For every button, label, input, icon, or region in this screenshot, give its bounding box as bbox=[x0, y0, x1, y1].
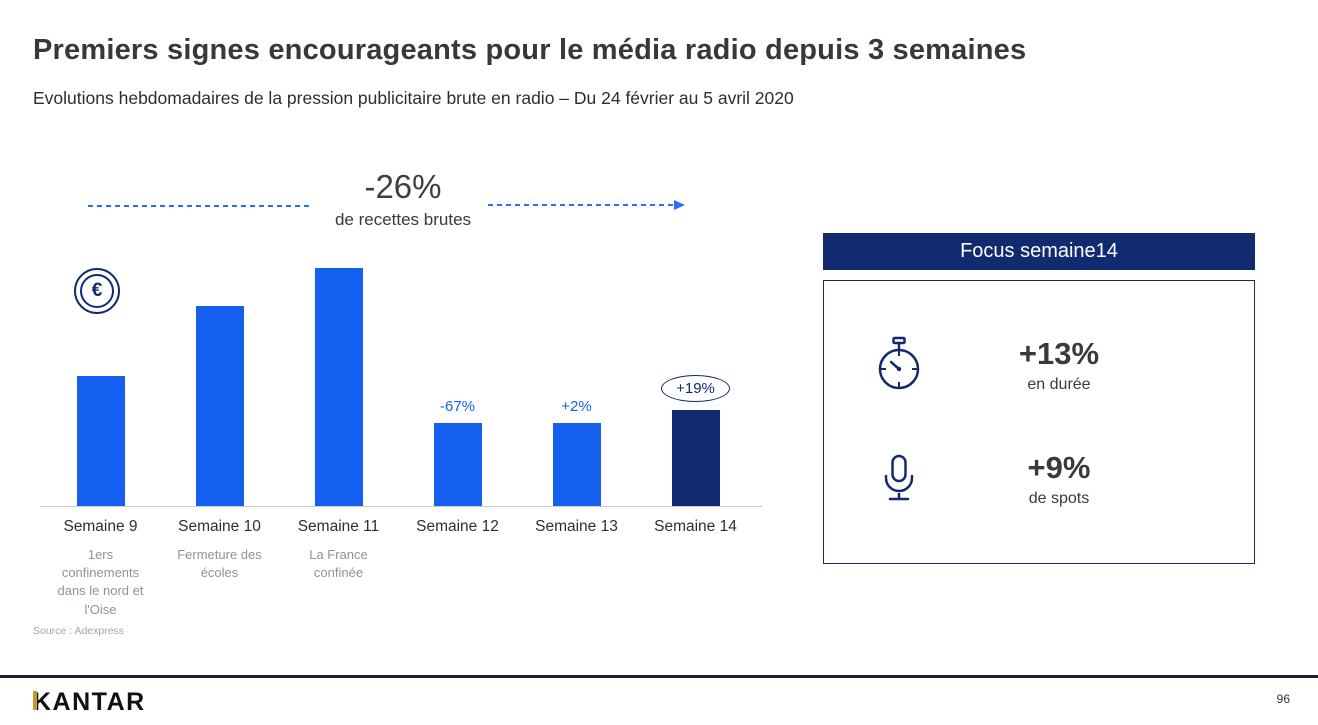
x-axis-labels: Semaine 9 1ers confinements dans le nord… bbox=[41, 507, 755, 619]
axis-label-group: Semaine 10 Fermeture des écoles bbox=[160, 507, 279, 619]
bar-column-semaine-12: -67% bbox=[398, 158, 517, 506]
page-number: 96 bbox=[1276, 692, 1290, 706]
axis-label-group: Semaine 11 La France confinée bbox=[279, 507, 398, 619]
category-label: Semaine 14 bbox=[654, 518, 737, 535]
bar-semaine-12 bbox=[433, 423, 482, 506]
bar-semaine-14 bbox=[671, 410, 720, 506]
category-label: Semaine 13 bbox=[535, 518, 618, 535]
bar-column-semaine-13: +2% bbox=[517, 158, 636, 506]
category-annotation: Fermeture des écoles bbox=[177, 547, 262, 581]
kantar-logo-text: KANTAR bbox=[33, 688, 146, 716]
focus-text-duration: +13% en durée bbox=[974, 336, 1254, 394]
chart-headline: -26% bbox=[364, 168, 442, 205]
bar-value-label-oval: +19% bbox=[661, 375, 730, 402]
category-label: Semaine 12 bbox=[416, 518, 499, 535]
category-label: Semaine 11 bbox=[297, 518, 380, 535]
axis-label-group: Semaine 12 bbox=[398, 507, 517, 619]
bar-column-semaine-9 bbox=[41, 158, 160, 506]
focus-label: en durée bbox=[1027, 376, 1091, 394]
bar-value-label: -67% bbox=[439, 398, 476, 415]
focus-item-duration: +13% en durée bbox=[824, 336, 1254, 394]
kantar-logo-gold-accent bbox=[33, 691, 37, 710]
source-note: Source : Adexpress bbox=[33, 625, 125, 637]
category-label: Semaine 10 bbox=[178, 518, 261, 535]
axis-label-group: Semaine 13 bbox=[517, 507, 636, 619]
page-subtitle: Evolutions hebdomadaires de la pression … bbox=[33, 88, 794, 108]
bar-semaine-10 bbox=[195, 306, 244, 506]
stopwatch-icon bbox=[824, 336, 974, 394]
page-title: Premiers signes encourageants pour le mé… bbox=[33, 34, 1027, 66]
axis-label-group: Semaine 9 1ers confinements dans le nord… bbox=[41, 507, 160, 619]
category-label: Semaine 9 bbox=[63, 518, 138, 535]
bar-value-label: +2% bbox=[561, 398, 592, 415]
axis-label-group: Semaine 14 bbox=[636, 507, 755, 619]
bar-chart: -26% de recettes brutes € -67% bbox=[33, 158, 778, 628]
chart-headline-subtitle: de recettes brutes bbox=[334, 210, 472, 229]
kantar-logo: KANTAR bbox=[33, 688, 146, 717]
dashed-arrow-right bbox=[488, 200, 685, 210]
footer-divider bbox=[0, 675, 1318, 678]
microphone-icon bbox=[824, 453, 974, 505]
bar-column-semaine-14: +19% bbox=[636, 158, 755, 506]
x-axis-line bbox=[40, 506, 762, 507]
bar-semaine-9 bbox=[76, 376, 125, 506]
bar-semaine-13 bbox=[552, 423, 601, 506]
category-annotation: 1ers confinements dans le nord et l'Oise bbox=[57, 547, 144, 617]
euro-coin-icon: € bbox=[74, 268, 120, 314]
focus-text-spots: +9% de spots bbox=[974, 450, 1254, 508]
bars-row: -67% +2% +19% bbox=[41, 158, 755, 506]
focus-item-spots: +9% de spots bbox=[824, 450, 1254, 508]
focus-panel-header: Focus semaine14 bbox=[823, 233, 1255, 270]
dashed-line-left bbox=[88, 205, 312, 207]
bar-column-semaine-10 bbox=[160, 158, 279, 506]
focus-label: de spots bbox=[1028, 489, 1090, 507]
focus-value: +13% bbox=[1018, 336, 1100, 372]
bar-semaine-11 bbox=[314, 268, 363, 506]
category-annotation: La France confinée bbox=[309, 547, 368, 581]
bar-column-semaine-11 bbox=[279, 158, 398, 506]
focus-value: +9% bbox=[1027, 449, 1091, 485]
focus-panel: +13% en durée +9% de spots bbox=[823, 280, 1255, 564]
euro-symbol: € bbox=[80, 274, 114, 308]
